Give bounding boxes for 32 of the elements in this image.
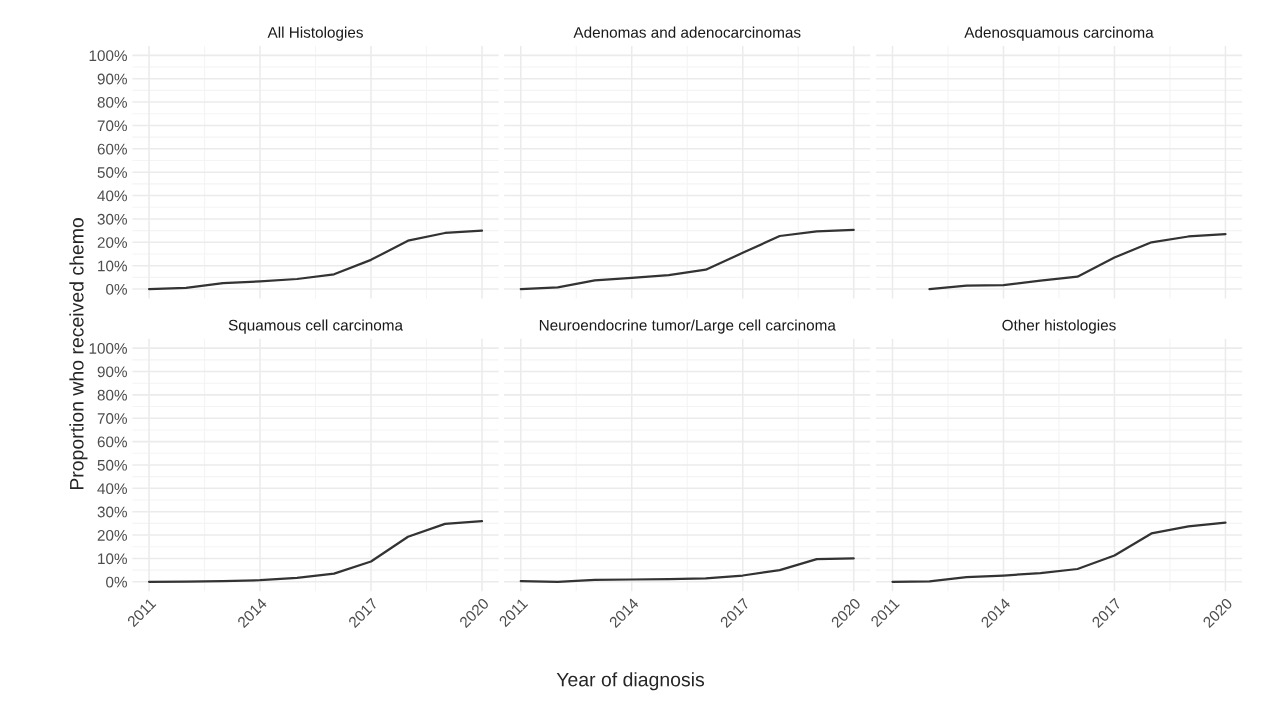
chart-title: Squamous cell carcinoma: [228, 319, 403, 334]
y-tick-label: 20%: [97, 529, 127, 541]
y-tick-label: 90%: [97, 366, 127, 378]
chart-title: Adenosquamous carcinoma: [964, 26, 1154, 41]
chart-title: Other histologies: [1002, 319, 1116, 334]
y-tick-label: 50%: [97, 167, 127, 178]
y-tick-label: 100%: [89, 50, 127, 62]
y-tick-label: 70%: [97, 120, 127, 132]
chart-title: Neuroendocrine tumor/Large cell carcinoma: [539, 319, 836, 334]
y-tick-label: 80%: [97, 389, 127, 401]
y-tick-label: 10%: [98, 553, 127, 565]
y-axis-title: Proportion who received chemo: [69, 218, 88, 490]
y-tick-label: 40%: [97, 483, 127, 495]
y-tick-label: 30%: [97, 213, 127, 225]
y-tick-label: 100%: [89, 343, 127, 354]
y-tick-label: 10%: [98, 260, 127, 272]
y-tick-label: 0%: [106, 283, 127, 295]
y-tick-label: 30%: [97, 506, 127, 518]
chart-title: Adenomas and adenocarcinomas: [573, 26, 801, 38]
y-tick-label: 60%: [97, 436, 127, 448]
y-tick-label: 20%: [97, 237, 127, 249]
y-tick-label: 90%: [97, 73, 127, 85]
y-tick-label: 80%: [97, 96, 127, 108]
x-axis-title: Year of diagnosis: [556, 672, 705, 691]
y-tick-label: 0%: [106, 576, 127, 588]
line-series: [147, 229, 484, 291]
y-tick-label: 70%: [97, 413, 127, 424]
y-tick-label: 40%: [97, 190, 127, 202]
y-tick-label: 50%: [97, 459, 127, 471]
y-tick-label: 60%: [97, 143, 127, 155]
chart-title: All Histologies: [267, 26, 363, 41]
line-series: [147, 519, 484, 583]
